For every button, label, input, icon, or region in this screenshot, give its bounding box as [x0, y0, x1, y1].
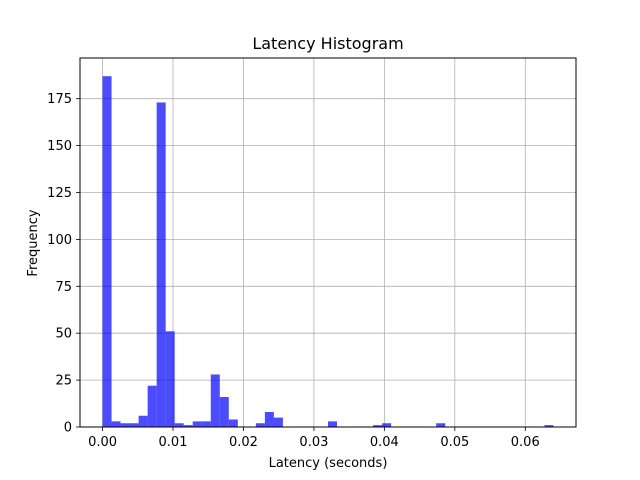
histogram-bar — [273, 417, 283, 427]
histogram-bar — [183, 425, 193, 427]
x-tick-label: 0.04 — [370, 435, 399, 450]
x-tick-label: 0.06 — [511, 435, 540, 450]
histogram-bar — [201, 421, 211, 427]
histogram-bar — [228, 419, 238, 427]
histogram-bar — [147, 385, 157, 427]
y-tick-label: 175 — [47, 92, 72, 107]
histogram-bar — [210, 374, 220, 427]
y-axis-ticks: 0 25 50 75 100 125 150 175 — [47, 92, 80, 436]
histogram-bar — [174, 423, 184, 427]
x-tick-label: 0.00 — [88, 435, 117, 450]
chart-title: Latency Histogram — [252, 34, 403, 53]
histogram-bar — [264, 411, 274, 427]
histogram-bar — [138, 415, 148, 427]
y-tick-label: 100 — [47, 233, 72, 248]
histogram-bar — [544, 425, 554, 427]
histogram-bar — [255, 423, 265, 427]
x-axis-label: Latency (seconds) — [269, 456, 388, 471]
x-axis-ticks: 0.00 0.01 0.02 0.03 0.04 0.05 0.06 — [88, 427, 540, 450]
histogram-bars — [102, 76, 554, 428]
y-tick-label: 25 — [55, 374, 72, 389]
histogram-bar — [219, 396, 229, 427]
y-tick-label: 0 — [64, 421, 72, 436]
histogram-bar — [120, 423, 130, 427]
x-tick-label: 0.03 — [299, 435, 328, 450]
histogram-bar — [165, 331, 175, 427]
y-tick-label: 75 — [55, 280, 72, 295]
y-tick-label: 50 — [55, 327, 72, 342]
histogram-bar — [111, 421, 121, 427]
histogram-bar — [102, 76, 112, 427]
x-tick-label: 0.02 — [229, 435, 258, 450]
histogram-bar — [382, 423, 392, 427]
x-tick-label: 0.05 — [440, 435, 469, 450]
histogram-bar — [373, 425, 383, 427]
y-tick-label: 150 — [47, 139, 72, 154]
y-axis-label: Frequency — [26, 209, 41, 276]
plot-frame — [79, 57, 577, 428]
histogram-bar — [156, 102, 166, 428]
histogram-bar — [129, 423, 139, 427]
y-tick-label: 125 — [47, 186, 72, 201]
histogram-bar — [436, 423, 446, 427]
histogram-bar — [328, 421, 338, 427]
histogram-bar — [192, 421, 202, 427]
x-tick-label: 0.01 — [159, 435, 188, 450]
